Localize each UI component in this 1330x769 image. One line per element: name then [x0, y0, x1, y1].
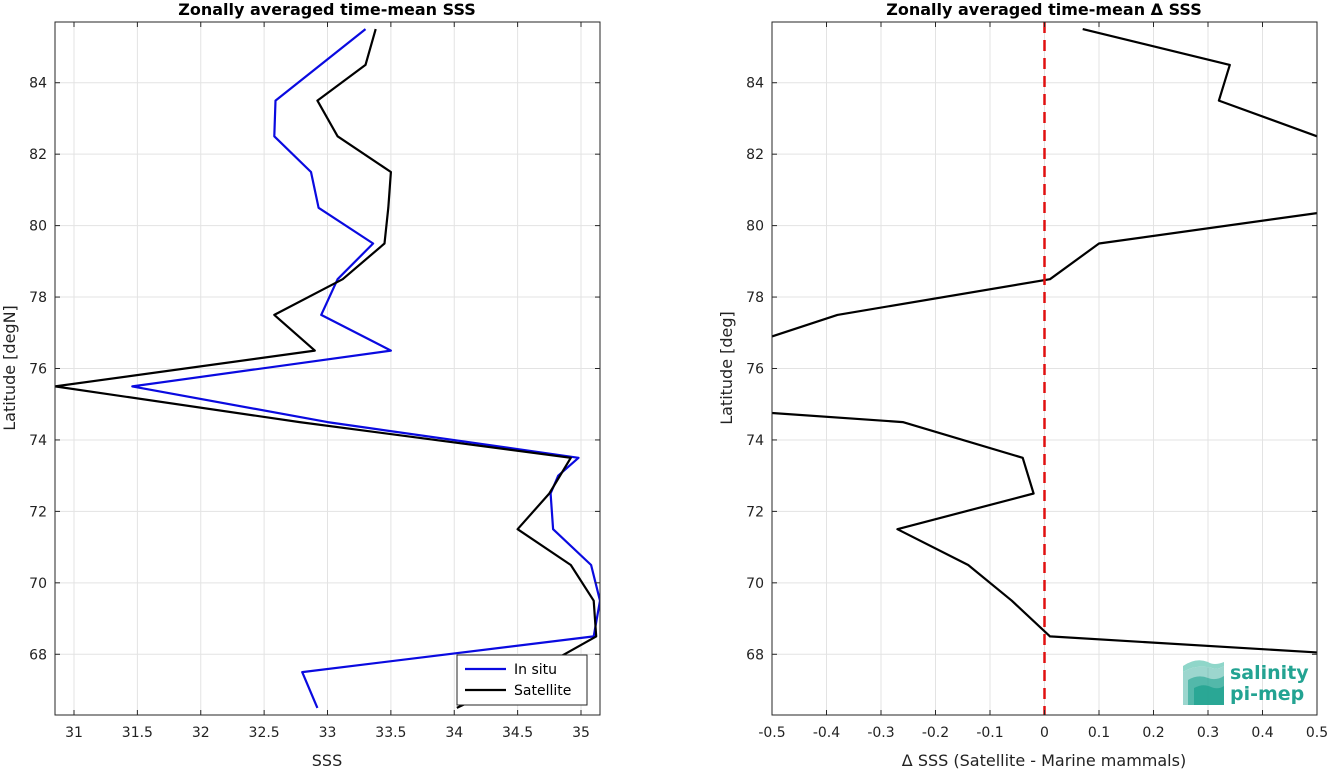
y-tick-label: 78 — [29, 290, 47, 306]
y-tick-label: 70 — [746, 576, 764, 592]
chart-title: Zonally averaged time-mean SSS — [178, 0, 476, 19]
x-tick-labels: 31 31.5 32 32.5 33 33.5 34 34.5 35 — [65, 725, 590, 741]
y-tick-label: 68 — [746, 647, 764, 663]
y-tick-label: 74 — [29, 433, 47, 449]
x-tick-labels: -0.5 -0.4 -0.3 -0.2 -0.1 0 0.1 0.2 0.3 0.4 0.5 — [758, 725, 1328, 741]
series-line-in-situ — [131, 28, 600, 709]
y-tick-labels: 68 70 72 74 76 78 80 82 84 — [29, 76, 47, 664]
delta-sss-panel: -0.5 -0.4 -0.3 -0.2 -0.1 0 0.1 0.2 0.3 0.4 0.5 68 7… — [717, 0, 1328, 769]
x-tick-label: 31.5 — [122, 725, 153, 741]
series-line-delta-sss — [772, 28, 1317, 654]
y-tick-label: 72 — [746, 504, 764, 520]
legend-box — [456, 654, 588, 706]
x-tick-label: 34.5 — [502, 725, 533, 741]
x-tick-label: 32 — [192, 725, 210, 741]
legend-label-satellite: Satellite — [514, 683, 571, 699]
x-tick-label: 32.5 — [249, 725, 280, 741]
x-tick-label: 31 — [65, 725, 83, 741]
y-tick-label: 68 — [29, 647, 47, 663]
x-tick-label: -0.3 — [867, 725, 894, 741]
series-group — [55, 28, 600, 709]
x-tick-label: -0.1 — [976, 725, 1003, 741]
wave-logo-icon — [1183, 660, 1224, 705]
x-tick-label: 0.2 — [1142, 725, 1164, 741]
x-tick-label: 0.4 — [1251, 725, 1273, 741]
x-tick-label: 34 — [445, 725, 463, 741]
y-tick-label: 70 — [29, 576, 47, 592]
y-tick-label: 82 — [746, 147, 764, 163]
grid — [55, 22, 600, 715]
x-tick-label: 0.5 — [1306, 725, 1328, 741]
x-tick-label: 0.1 — [1088, 725, 1110, 741]
salinity-pi-mep-logo: salinity pi-mep — [1183, 660, 1309, 705]
y-axis-label: Latitude [degN] — [0, 305, 19, 431]
series-line-satellite — [55, 28, 598, 709]
y-tick-label: 84 — [746, 76, 764, 92]
legend-label-in-situ: In situ — [514, 662, 557, 678]
y-tick-label: 76 — [746, 362, 764, 378]
x-tick-label: 33.5 — [375, 725, 406, 741]
x-tick-label: 0 — [1040, 725, 1049, 741]
tick-marks — [55, 22, 600, 715]
legend: In situ Satellite — [456, 654, 588, 706]
series-group — [772, 22, 1317, 715]
y-tick-label: 80 — [746, 219, 764, 235]
y-tick-label: 74 — [746, 433, 764, 449]
chart-title: Zonally averaged time-mean Δ SSS — [886, 0, 1202, 19]
tick-marks — [771, 22, 1318, 715]
y-tick-label: 82 — [29, 147, 47, 163]
logo-text-salinity: salinity — [1230, 662, 1309, 684]
x-axis-label: Δ SSS (Satellite - Marine mammals) — [902, 751, 1186, 769]
y-tick-label: 80 — [29, 219, 47, 235]
x-tick-label: -0.4 — [813, 725, 840, 741]
x-tick-label: -0.5 — [758, 725, 785, 741]
y-axis-label: Latitude [deg] — [717, 311, 736, 425]
y-tick-label: 78 — [746, 290, 764, 306]
x-tick-label: 0.3 — [1197, 725, 1219, 741]
x-axis-label: SSS — [312, 751, 342, 769]
y-tick-label: 84 — [29, 76, 47, 92]
x-tick-label: 35 — [572, 725, 590, 741]
x-tick-label: 33 — [319, 725, 337, 741]
x-tick-label: -0.2 — [922, 725, 949, 741]
y-tick-labels: 68 70 72 74 76 78 80 82 84 — [746, 76, 764, 664]
logo-text-pi-mep: pi-mep — [1230, 683, 1304, 705]
sss-panel: 31 31.5 32 32.5 33 33.5 34 34.5 35 68 70 72 74 76 78 8… — [0, 0, 601, 769]
y-tick-label: 76 — [29, 362, 47, 378]
y-tick-label: 72 — [29, 504, 47, 520]
